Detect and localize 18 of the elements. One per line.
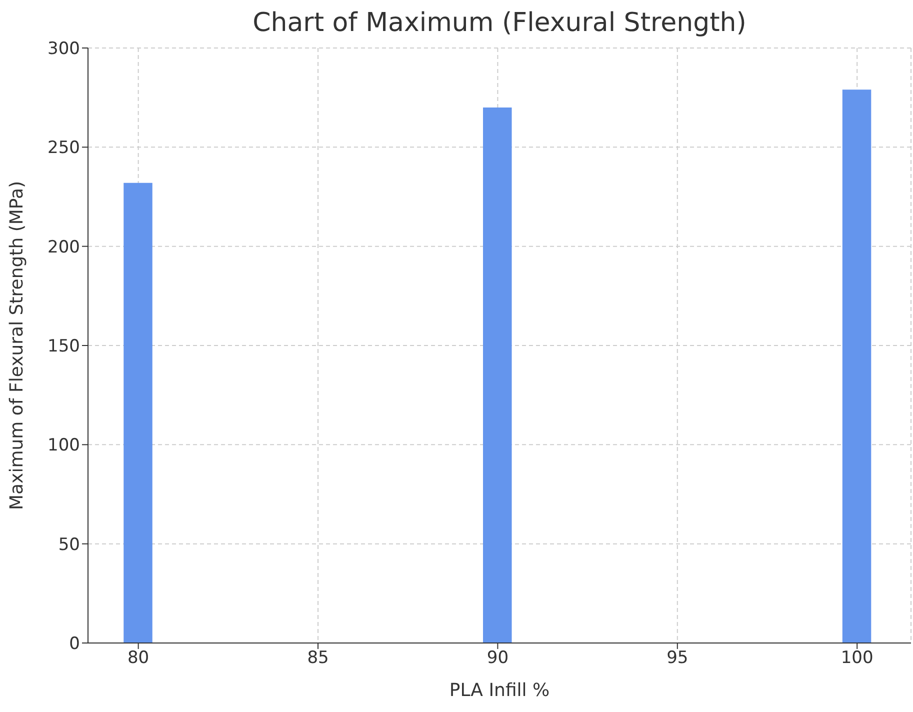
x-tick-label: 85 [307,648,329,668]
y-tick-label: 200 [48,237,80,258]
y-axis-title: Maximum of Flexural Strength (MPa) [6,180,28,510]
chart-title: Chart of Maximum (Flexural Strength) [252,8,748,38]
y-tick-label: 0 [69,634,80,654]
y-tick-label: 150 [48,336,80,357]
x-tick-label: 90 [486,648,509,668]
y-tick-label: 50 [58,534,80,555]
bar [483,108,512,643]
y-tick-label: 100 [48,436,80,456]
x-tick-label: 100 [840,648,874,668]
x-tick-label: 80 [127,648,150,668]
x-axis-title: PLA Infill % [449,680,550,701]
x-tick-label: 95 [666,648,688,668]
bar [842,90,872,643]
bar [124,182,152,643]
y-tick-label: 250 [48,138,80,158]
y-tick-label: 300 [48,39,80,60]
